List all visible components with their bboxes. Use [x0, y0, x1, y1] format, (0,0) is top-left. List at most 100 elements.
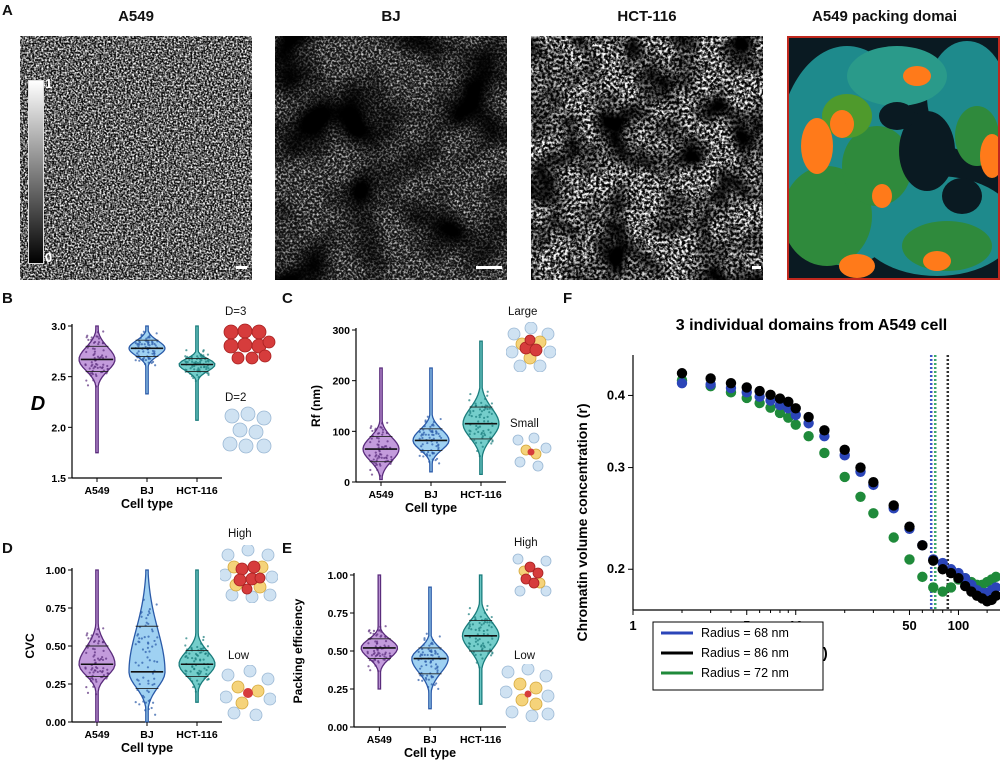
- data-point: [93, 648, 96, 651]
- data-point: [101, 669, 104, 673]
- data-point: [102, 649, 105, 652]
- data-point: [432, 420, 435, 424]
- data-point: [480, 644, 483, 647]
- data-point: [137, 640, 140, 643]
- y-tick-label: 2.0: [51, 422, 66, 434]
- data-point: [437, 687, 440, 690]
- data-point: [477, 420, 480, 423]
- data-point: [431, 443, 434, 446]
- data-point: [855, 462, 866, 473]
- data-point: [368, 454, 371, 457]
- data-point: [474, 653, 477, 656]
- data-point: [94, 365, 97, 368]
- data-point: [134, 661, 137, 664]
- data-point: [868, 477, 879, 488]
- data-point: [142, 598, 145, 601]
- data-point: [85, 651, 88, 654]
- data-point: [144, 358, 148, 362]
- data-point: [421, 674, 424, 677]
- data-point: [374, 664, 377, 667]
- data-point: [439, 417, 442, 421]
- data-point: [481, 435, 484, 438]
- y-tick-label: 0.4: [607, 387, 626, 402]
- data-point: [839, 444, 850, 456]
- data-point: [197, 683, 200, 686]
- data-point: [428, 644, 431, 647]
- data-point: [144, 345, 147, 348]
- data-point: [101, 354, 104, 357]
- data-point: [423, 637, 426, 640]
- data-point: [374, 640, 377, 643]
- data-point: [427, 685, 430, 689]
- icon-label-low-cvc: Low: [228, 650, 250, 662]
- data-point: [371, 429, 374, 433]
- y-tick-label: 200: [332, 376, 350, 388]
- data-point: [470, 628, 473, 631]
- data-point: [474, 640, 478, 643]
- data-point: [427, 647, 430, 651]
- data-point: [150, 706, 153, 710]
- data-point: [475, 424, 478, 428]
- data-point: [477, 430, 480, 434]
- data-point: [421, 647, 424, 651]
- data-point: [137, 350, 140, 353]
- data-point: [431, 458, 434, 461]
- data-point: [367, 665, 370, 668]
- data-point: [147, 351, 150, 354]
- data-point: [428, 460, 431, 463]
- data-point: [386, 421, 389, 424]
- data-point: [375, 640, 379, 643]
- data-point: [486, 604, 489, 608]
- data-point: [144, 650, 147, 654]
- data-point: [990, 582, 1000, 593]
- data-point: [102, 330, 105, 333]
- data-point: [489, 431, 492, 434]
- data-point: [377, 432, 381, 435]
- data-point: [467, 627, 471, 630]
- data-point: [371, 659, 374, 662]
- icon-label-d2: D=2: [225, 392, 247, 404]
- data-point: [434, 663, 438, 666]
- data-point: [146, 613, 150, 617]
- data-point: [93, 340, 97, 344]
- data-point: [476, 633, 479, 636]
- data-point: [189, 372, 192, 375]
- violin-hct-116: [462, 340, 500, 476]
- y-axis-label: Rf (nm): [309, 385, 323, 427]
- data-point: [93, 356, 96, 360]
- data-point: [192, 376, 195, 380]
- data-point: [91, 667, 94, 670]
- data-point: [96, 628, 99, 631]
- data-point: [189, 677, 192, 680]
- data-point: [91, 347, 95, 350]
- data-point: [206, 645, 210, 648]
- data-point: [190, 375, 194, 378]
- data-point: [196, 373, 199, 377]
- data-point: [741, 382, 752, 393]
- data-point: [105, 657, 108, 660]
- data-point: [190, 355, 193, 359]
- data-point: [418, 454, 421, 457]
- data-point: [470, 415, 473, 418]
- data-point: [482, 644, 485, 648]
- data-point: [194, 379, 197, 383]
- data-point: [421, 651, 424, 654]
- data-point: [184, 644, 187, 647]
- data-point: [196, 361, 200, 365]
- data-point: [429, 660, 433, 664]
- data-point: [140, 615, 143, 618]
- data-point: [383, 655, 386, 658]
- x-tick-label: 100: [948, 618, 970, 633]
- large-domain-icon: [506, 322, 556, 372]
- data-point: [146, 689, 149, 692]
- y-tick-label: 0.3: [607, 460, 625, 475]
- data-point: [136, 343, 139, 346]
- x-tick-label: A549: [84, 485, 109, 497]
- panel-label-c: C: [282, 290, 293, 307]
- micrograph-hct116: [531, 36, 763, 280]
- data-point: [491, 439, 494, 442]
- data-point: [476, 639, 479, 642]
- data-point: [425, 632, 428, 635]
- colorbar-max-label: 1: [45, 76, 53, 91]
- data-point: [194, 690, 197, 693]
